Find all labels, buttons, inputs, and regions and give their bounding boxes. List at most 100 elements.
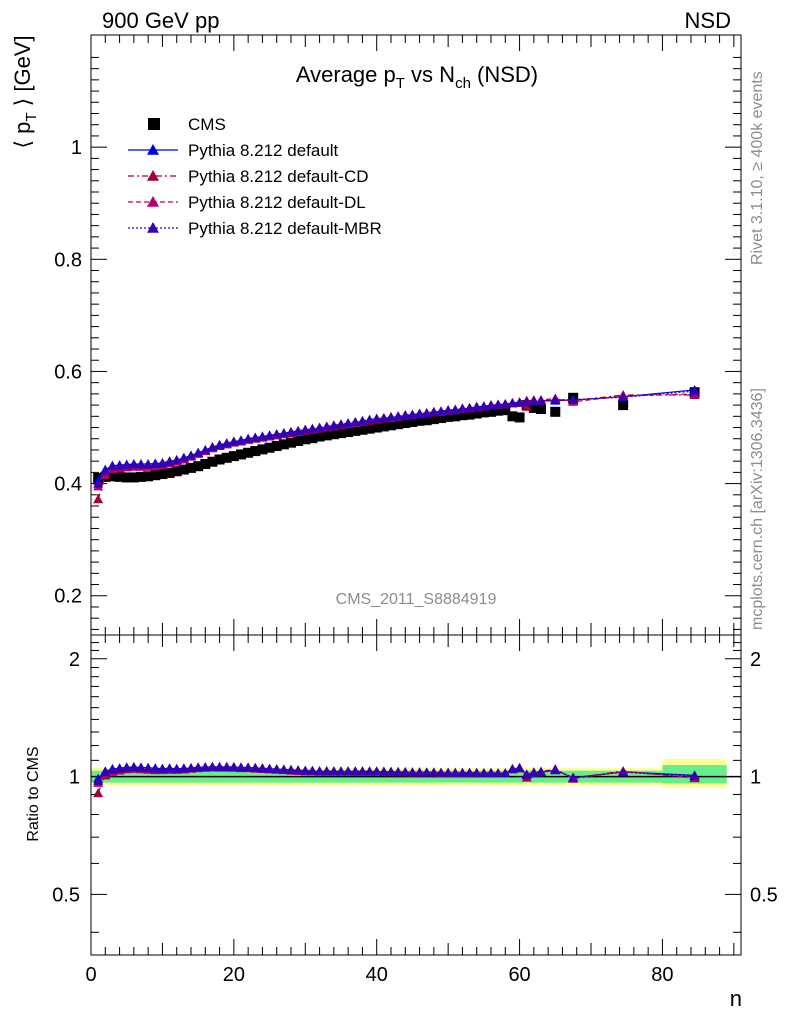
cms-point [200, 458, 211, 469]
cms-point [193, 461, 204, 472]
cms-point [336, 428, 346, 439]
cms-point [436, 412, 446, 423]
legend: CMS Pythia 8.212 default Pythia 8.212 defa… [128, 115, 382, 238]
pythia-8-212-default-mbr-point [689, 386, 700, 396]
cms-point [250, 446, 261, 457]
pythia-8-212-default-mbr-ratio-point [357, 766, 368, 776]
pythia-8-212-default-mbr-ratio-point [350, 766, 361, 776]
pythia-8-212-default-mbr-ratio-point [450, 767, 461, 777]
cms-point [278, 439, 289, 450]
pythia-8-212-default-mbr-ratio-point [264, 763, 275, 773]
pythia-8-212-default-mbr-point [193, 447, 204, 457]
ratio-y-tick-label: 1 [69, 767, 80, 789]
ratio-axis-ticks: 0 20 40 60 80 0.5 0.5 1 1 2 2 [52, 635, 778, 986]
ratio-panel: 0 20 40 60 80 0.5 0.5 1 1 2 2 Ratio to CMS n [25, 634, 778, 1011]
pythia-8-212-default-mbr-point [343, 418, 354, 428]
ratio-y-tick-label: 2 [750, 649, 761, 671]
pythia-8-212-default-mbr-point [443, 405, 454, 415]
cms-point [150, 470, 161, 481]
cms-point [414, 415, 425, 426]
pythia-8-212-default-mbr-ratio-point [407, 767, 418, 777]
pythia-8-212-default-mbr-point [264, 430, 275, 440]
pythia-8-212-default-mbr-ratio-point [393, 766, 404, 776]
cms-point [450, 411, 461, 422]
pythia-8-212-default-mbr-ratio-point [193, 762, 204, 772]
pythia-8-212-default-mbr-ratio-point [550, 764, 561, 774]
pythia-8-212-default-mbr-ratio-point [200, 762, 211, 772]
pythia-8-212-default-mbr-point [550, 395, 561, 405]
pythia-8-212-default-mbr-ratio-point [378, 766, 389, 776]
pythia-8-212-default-mbr-ratio-point [536, 766, 546, 776]
x-tick-label: 40 [366, 964, 388, 986]
pythia-8-212-default-mbr-ratio-point [107, 764, 118, 774]
pythia-8-212-default-mbr-point [407, 409, 418, 419]
ratio-y-tick-label: 1 [750, 767, 761, 789]
pythia-8-212-default-mbr-point [386, 411, 396, 421]
cms-point [386, 420, 396, 431]
x-tick-label: 80 [651, 964, 673, 986]
pythia-8-212-default-mbr-ratio-point [136, 762, 146, 772]
pythia-8-212-default-cd-point [93, 494, 104, 504]
pythia-8-212-default-mbr-ratio-point [400, 766, 411, 776]
pythia-8-212-default-mbr-point [500, 398, 511, 408]
pythia-8-212-default-mbr-ratio-point [314, 766, 325, 776]
pythia-8-212-default-mbr-ratio-point [471, 767, 482, 777]
cms-point [500, 405, 511, 416]
pythia-8-212-default-mbr-point [257, 431, 268, 441]
pythia-8-212-default-mbr-point [521, 396, 532, 406]
legend-label: Pythia 8.212 default-DL [188, 193, 366, 212]
pythia-8-212-default-mbr-point [336, 419, 346, 429]
pythia-8-212-default-mbr-ratio-point [271, 764, 282, 774]
pythia-8-212-default-mbr-point [114, 460, 125, 470]
pythia-8-212-default-mbr-point [486, 400, 496, 410]
cms-point [536, 404, 546, 415]
pythia-8-212-default-mbr-point [150, 458, 161, 468]
legend-label: CMS [188, 115, 226, 134]
pythia-8-212-default-mbr-ratio-point [421, 767, 432, 777]
cms-point [307, 433, 318, 444]
cms-point [264, 442, 275, 453]
cms-point [328, 429, 339, 440]
pythia-8-212-default-mbr-point [450, 404, 461, 414]
pythia-8-212-default-cd-point [521, 401, 532, 411]
pythia-8-212-default-mbr-ratio-point [286, 764, 296, 774]
pythia-8-212-default-mbr-ratio-point [514, 762, 525, 772]
pythia-8-212-default-mbr-point [186, 450, 196, 460]
cms-point [257, 444, 268, 455]
cms-point [378, 421, 389, 432]
pythia-8-212-default-mbr-ratio-point [186, 763, 196, 773]
pythia-8-212-default-mbr-ratio-point [128, 762, 139, 772]
x-axis-title: n [730, 986, 742, 1011]
pythia-8-212-default-mbr-ratio-point [307, 765, 318, 775]
pythia-8-212-default-mbr-point [307, 423, 318, 433]
pythia-8-212-default-mbr-ratio-point [336, 766, 346, 776]
cms-point [164, 467, 175, 478]
pythia-8-212-default-mbr-point [293, 425, 304, 435]
cms-point [357, 424, 368, 435]
cms-point [293, 435, 304, 446]
cms-point [321, 430, 332, 441]
legend-label: Pythia 8.212 default-CD [188, 167, 369, 186]
pythia-8-212-default-mbr-ratio-point [157, 763, 168, 773]
cms-point [157, 469, 168, 480]
main-series [93, 384, 700, 504]
legend-marker-pythia-8-212-default [147, 144, 159, 155]
pythia-8-212-default-mbr-ratio-point [478, 768, 489, 778]
ratio-series [93, 761, 700, 798]
pythia-8-212-default-mbr-point [507, 397, 518, 407]
cms-point [300, 434, 311, 445]
cms-point [486, 406, 496, 417]
pythia-8-212-default-mbr-point [357, 415, 368, 425]
cms-point [121, 472, 132, 483]
rivet-label: Rivet 3.1.10, ≥ 400k events [749, 71, 766, 265]
pythia-8-212-default-mbr-ratio-point [414, 767, 425, 777]
y-axis-title: ⟨ pT ⟩ [GeV] [10, 35, 40, 148]
legend-marker-pythia-8-212-default-mbr [147, 222, 159, 233]
pythia-8-212-default-mbr-point [250, 432, 261, 442]
pythia-8-212-default-mbr-ratio-point [171, 763, 182, 773]
header-left: 900 GeV pp [102, 8, 219, 33]
pythia-8-212-default-mbr-point [618, 392, 629, 402]
cms-point [507, 411, 518, 422]
pythia-8-212-default-mbr-ratio-point [464, 767, 475, 777]
